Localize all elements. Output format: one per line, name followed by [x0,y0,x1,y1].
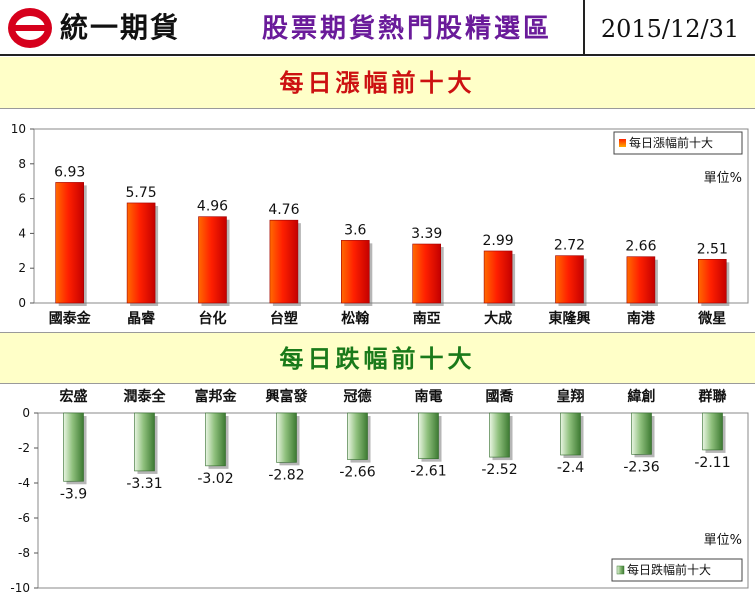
c1-category-label: 國泰金 [49,310,92,327]
losers-legend-label: 每日跌幅前十大 [627,562,711,577]
c2-category-label: 國喬 [486,388,515,405]
c2-data-label: -2.36 [623,459,659,475]
c2-category-label: 皇翔 [557,388,585,405]
c2-ytick-label: -6 [18,511,30,525]
c2-ytick-label: -8 [18,546,30,560]
c2-ytick-label: -2 [18,441,30,455]
c1-bar [697,259,727,304]
c1-bar [626,256,656,304]
c1-data-label: 5.75 [126,185,157,201]
c1-ytick-label: 4 [18,226,26,240]
c2-data-label: -2.61 [410,464,446,480]
c2-ytick-label: -4 [18,476,30,490]
logo-text: 統一期貨 [60,11,181,44]
c2-category-label: 南電 [415,388,443,405]
gainers-band: 每日漲幅前十大 [0,57,755,109]
c2-bar [63,412,84,482]
c2-data-label: -2.4 [557,460,584,476]
c1-ytick-label: 0 [18,296,26,310]
c2-category-label: 富邦金 [195,388,238,405]
c2-bar [631,412,652,455]
c1-category-label: 台塑 [270,310,298,327]
c2-category-label: 群聯 [698,388,727,405]
c1-data-label: 2.99 [483,233,514,249]
c2-data-label: -2.52 [481,462,517,478]
c1-category-label: 南港 [627,310,656,327]
c2-ytick-label: -10 [10,581,30,595]
gainers-title: 每日漲幅前十大 [279,68,476,97]
c1-bar [126,202,156,304]
c1-bar [555,255,584,304]
gainers-chart: 0 2 4 6 8 10 6.93 5.75 4.96 4.76 3.6 3.39 2.99 2.72 2… [11,122,749,327]
c2-data-label: -3.02 [197,471,233,487]
c1-category-label: 微星 [697,310,726,327]
losers-legend-swatch [616,565,625,575]
losers-panel: 0 -2 -4 -6 -8 -10 -3.9 -3.31 -3.02 -2.82 -2.66 -2.… [0,385,755,609]
c1-data-label: 2.72 [554,238,585,254]
c1-data-label: 4.96 [197,199,228,215]
c2-bar [134,412,155,472]
page-title: 股票期貨熱門股精選區 [262,14,553,44]
c1-bar [412,243,442,304]
c1-data-label: 2.66 [625,239,656,255]
c2-category-label: 興富發 [266,388,309,405]
date-label: 2015/12/31 [600,15,740,43]
c1-data-label: 6.93 [54,164,85,180]
c1-data-label: 4.76 [268,202,299,218]
c1-category-label: 晶睿 [127,310,156,327]
c1-data-label: 3.39 [411,226,442,242]
c1-bar [269,219,299,304]
losers-title: 每日跌幅前十大 [279,344,476,373]
c1-category-label: 松翰 [341,310,369,327]
c1-data-label: 2.51 [697,241,728,257]
c1-ytick-label: 2 [18,261,26,275]
header: 統一期貨 股票期貨熱門股精選區 2015/12/31 [0,0,755,56]
gainers-panel: 0 2 4 6 8 10 6.93 5.75 4.96 4.76 3.6 3.39 2.99 2.72 2… [0,110,755,332]
losers-chart: 0 -2 -4 -6 -8 -10 -3.9 -3.31 -3.02 -2.82 -2.66 -2.… [10,388,749,595]
c2-bar [418,412,439,459]
c1-category-label: 南亞 [413,310,441,327]
gainers-legend-swatch [619,139,626,147]
c2-category-label: 緯創 [628,388,656,405]
c2-bar [489,412,510,458]
c1-ytick-label: 6 [18,192,26,206]
gainers-legend-label: 每日漲幅前十大 [629,135,713,150]
losers-band: 每日跌幅前十大 [0,332,755,384]
logo-icon [8,8,52,48]
c1-data-label: 3.6 [344,222,366,238]
losers-legend: 每日跌幅前十大 [611,558,743,582]
c1-category-label: 大成 [484,310,512,327]
c2-data-label: -2.82 [268,467,304,483]
c2-data-label: -2.11 [694,455,730,471]
c1-ytick-label: 8 [18,157,26,171]
c2-bar [560,412,581,456]
c1-category-label: 台化 [199,310,227,327]
c2-bar [702,412,723,451]
header-divider [583,0,585,54]
c1-bar [483,250,513,304]
c2-category-label: 潤泰全 [124,388,167,405]
c1-ytick-label: 10 [11,122,26,136]
c2-data-label: -3.9 [60,486,87,502]
gainers-legend: 每日漲幅前十大 [613,131,743,155]
c2-bar [205,412,226,467]
c2-bar [276,412,297,463]
c1-bar [340,240,370,304]
c1-bar [55,182,85,304]
gainers-unit-label: 單位% [704,171,742,186]
c2-category-label: 宏盛 [60,388,88,405]
c1-bar [198,216,227,304]
c1-category-label: 東隆興 [549,310,591,327]
c2-data-label: -2.66 [339,465,375,481]
losers-unit-label: 單位% [704,533,742,548]
c2-bar [347,412,368,460]
c2-ytick-label: 0 [22,406,30,420]
c2-data-label: -3.31 [126,476,162,492]
c2-category-label: 冠德 [344,388,372,405]
